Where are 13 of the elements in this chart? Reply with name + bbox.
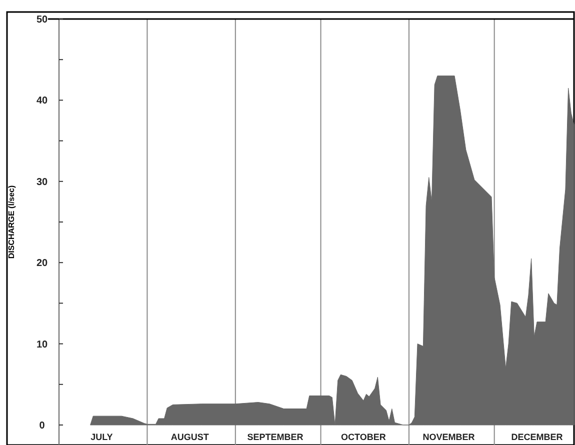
y-tick-label: 50 bbox=[36, 14, 48, 26]
x-tick-label: SEPTEMBER bbox=[247, 432, 304, 442]
y-tick-label: 0 bbox=[39, 420, 46, 432]
y-tick-label: 30 bbox=[36, 176, 48, 188]
y-tick-label: 10 bbox=[36, 339, 48, 350]
y-axis-title: DISCHARGE (l/sec) bbox=[7, 184, 16, 259]
y-tick-label: 40 bbox=[36, 96, 48, 107]
x-tick-label: JULY bbox=[90, 432, 113, 442]
x-tick-label: DECEMBER bbox=[511, 432, 564, 442]
y-tick-label: 20 bbox=[36, 258, 48, 270]
x-tick-label: OCTOBER bbox=[341, 432, 386, 442]
x-tick-label: AUGUST bbox=[170, 432, 210, 442]
x-tick-label: NOVEMBER bbox=[422, 432, 476, 442]
